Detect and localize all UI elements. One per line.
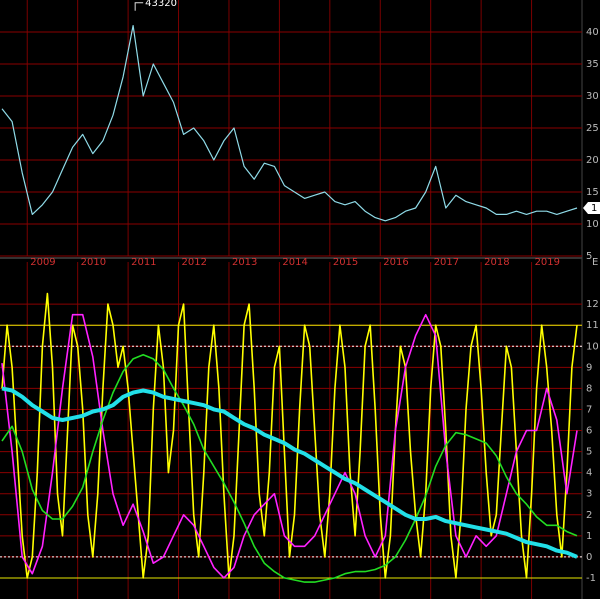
x-axis-extra-label: E [592, 257, 598, 268]
y-tick-label: 10 [586, 219, 599, 230]
y-tick-label: 30 [586, 91, 599, 102]
y-tick-label: 5 [586, 251, 592, 262]
x-tick-label: 2019 [535, 257, 560, 268]
y-tick-label: 40 [586, 27, 599, 38]
last-price-label: 1 [591, 203, 597, 214]
y-tick-label: 25 [586, 123, 599, 134]
x-tick-label: 2009 [30, 257, 55, 268]
y-tick-label: -1 [586, 573, 596, 584]
peak-label: 43320 [145, 0, 177, 9]
x-tick-label: 2010 [81, 257, 106, 268]
x-tick-label: 2011 [131, 257, 156, 268]
y-tick-label: 12 [586, 299, 599, 310]
series-line [1, 353, 578, 583]
y-tick-label: 8 [586, 383, 592, 394]
y-tick-label: 1 [586, 531, 592, 542]
y-tick-label: 10 [586, 341, 599, 352]
x-tick-label: 2012 [182, 257, 207, 268]
y-tick-label: 9 [586, 362, 592, 373]
x-tick-label: 2016 [383, 257, 408, 268]
y-tick-label: 5 [586, 447, 592, 458]
y-tick-label: 0 [586, 552, 592, 563]
y-tick-label: 20 [586, 155, 599, 166]
series-line [1, 313, 578, 579]
x-tick-label: 2014 [282, 257, 307, 268]
y-tick-label: 4 [586, 468, 592, 479]
series-line [1, 386, 578, 559]
x-tick-label: 2018 [484, 257, 509, 268]
y-tick-label: 3 [586, 489, 592, 500]
y-tick-label: 35 [586, 59, 599, 70]
peak-marker [134, 2, 144, 11]
x-tick-label: 2015 [333, 257, 358, 268]
last-price-box [583, 202, 600, 214]
x-tick-label: 2017 [434, 257, 459, 268]
y-tick-label: 7 [586, 404, 592, 415]
y-tick-label: 2 [586, 510, 592, 521]
y-tick-label: 15 [586, 187, 599, 198]
y-tick-label: 6 [586, 426, 592, 437]
series-line [1, 25, 578, 222]
y-tick-label: 11 [586, 320, 599, 331]
series-line [1, 292, 578, 579]
x-tick-label: 2013 [232, 257, 257, 268]
